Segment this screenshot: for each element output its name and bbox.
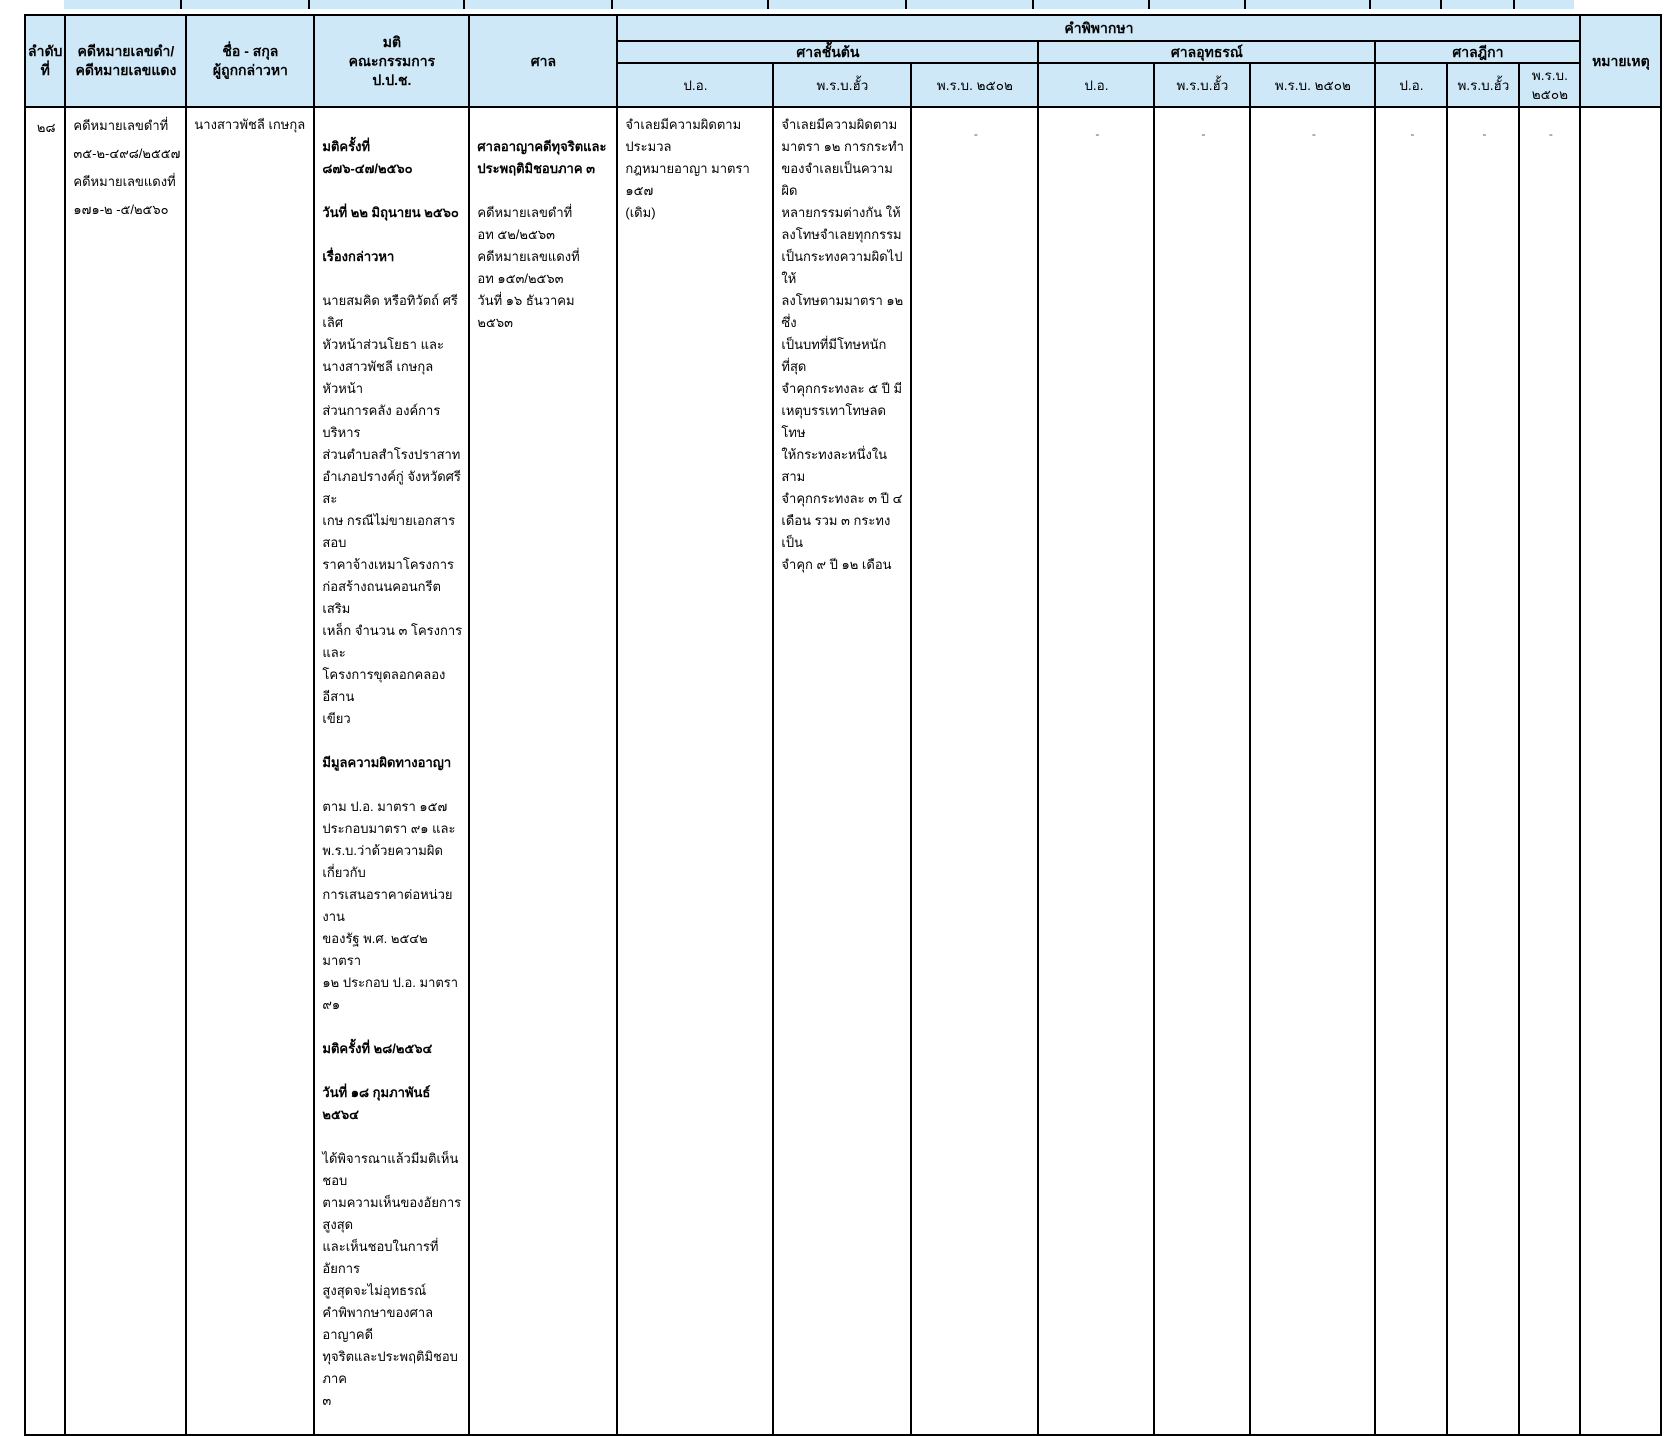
- court-name: ศาลอาญาคดีทุจริตและ ประพฤติมิชอบภาค ๓: [477, 139, 607, 176]
- col-header-appeal-hua: พ.ร.บ.ฮั้ว: [1153, 62, 1252, 108]
- cell-remark: [1579, 106, 1663, 1436]
- cell-row-number: ๒๘: [23, 106, 67, 1436]
- col-header-first-hua: พ.ร.บ.ฮั้ว: [772, 62, 913, 108]
- cell-supreme-hua: -: [1446, 106, 1521, 1436]
- cell-accused-name: นางสาวพัชลี เกษกุล: [185, 106, 316, 1436]
- col-header-supreme-po: ป.อ.: [1374, 62, 1449, 108]
- resolution-criminal-grounds-text: ตาม ป.อ. มาตรา ๑๕๗ ประกอบมาตรา ๙๑ และ พ.…: [322, 799, 459, 1012]
- col-header-no: ลำดับ ที่: [23, 14, 67, 108]
- col-header-supreme-2502: พ.ร.บ. ๒๕๐๒: [1518, 62, 1582, 108]
- col-header-judgment: คำพิพากษา: [616, 14, 1582, 42]
- cell-first-instance-po: จำเลยมีความผิดตามประมวล กฎหมายอาญา มาตรา…: [616, 106, 775, 1436]
- table-row: ๒๘ คดีหมายเลขดำที่ ๓๕-๒-๔๙๘/๒๕๕๗ คดีหมาย…: [23, 106, 1663, 1436]
- col-header-court: ศาล: [468, 14, 619, 108]
- cell-nacc-resolution: มติครั้งที่ ๘๗๖-๔๗/๒๕๖๐ วันที่ ๒๒ มิถุนา…: [313, 106, 471, 1436]
- judgment-table: ลำดับ ที่ คดีหมายเลขดำ/ คดีหมายเลขแดง ชื…: [23, 14, 1663, 1436]
- resolution-criminal-grounds-heading: มีมูลความผิดทางอาญา: [322, 755, 452, 770]
- resolution-meeting-2-date: วันที่ ๑๘ กุมภาพันธ์ ๒๕๖๔: [322, 1085, 431, 1122]
- col-header-case-number: คดีหมายเลขดำ/ คดีหมายเลขแดง: [64, 14, 188, 108]
- col-header-nacc-resolution: มติ คณะกรรมการ ป.ป.ช.: [313, 14, 471, 108]
- col-header-court-appeal: ศาลอุทธรณ์: [1037, 40, 1377, 64]
- cell-case-number: คดีหมายเลขดำที่ ๓๕-๒-๔๙๘/๒๕๕๗ คดีหมายเลข…: [64, 106, 188, 1436]
- col-header-appeal-po: ป.อ.: [1037, 62, 1156, 108]
- resolution-meeting-1-date: วันที่ ๒๒ มิถุนายน ๒๕๖๐: [322, 205, 459, 220]
- col-header-court-first-instance: ศาลชั้นต้น: [616, 40, 1040, 64]
- resolution-meeting-1: มติครั้งที่ ๘๗๖-๔๗/๒๕๖๐: [322, 139, 413, 176]
- cell-court: ศาลอาญาคดีทุจริตและ ประพฤติมิชอบภาค ๓ คด…: [468, 106, 619, 1436]
- col-header-appeal-2502: พ.ร.บ. ๒๕๐๒: [1249, 62, 1377, 108]
- cell-appeal-2502: -: [1249, 106, 1377, 1436]
- court-case-details: คดีหมายเลขดำที่ อท ๕๒/๒๕๖๓ คดีหมายเลขแดง…: [477, 205, 580, 330]
- col-header-accused-name: ชื่อ - สกุล ผู้ถูกกล่าวหา: [185, 14, 316, 108]
- col-header-supreme-hua: พ.ร.บ.ฮั้ว: [1446, 62, 1521, 108]
- cell-supreme-2502: -: [1518, 106, 1582, 1436]
- col-header-remark: หมายเหตุ: [1579, 14, 1663, 108]
- cell-first-instance-2502: -: [910, 106, 1040, 1436]
- resolution-allegation-heading: เรื่องกล่าวหา: [322, 249, 395, 264]
- cut-off-row-strip: [64, 0, 1574, 9]
- cell-appeal-po: -: [1037, 106, 1156, 1436]
- resolution-decision-text: ได้พิจารณาแล้วมีมติเห็นชอบ ตามความเห็นขอ…: [322, 1151, 462, 1408]
- resolution-allegation-text: นายสมคิด หรือทิวัตถ์ ศรีเลิศ หัวหน้าส่วน…: [322, 293, 463, 726]
- resolution-meeting-2: มติครั้งที่ ๒๘/๒๕๖๔: [322, 1041, 433, 1056]
- col-header-court-supreme: ศาลฎีกา: [1374, 40, 1582, 64]
- cell-first-instance-hua: จำเลยมีความผิดตาม มาตรา ๑๒ การกระทำ ของจ…: [772, 106, 913, 1436]
- col-header-first-2502: พ.ร.บ. ๒๕๐๒: [910, 62, 1040, 108]
- cell-appeal-hua: -: [1153, 106, 1252, 1436]
- cell-supreme-po: -: [1374, 106, 1449, 1436]
- col-header-first-po: ป.อ.: [616, 62, 775, 108]
